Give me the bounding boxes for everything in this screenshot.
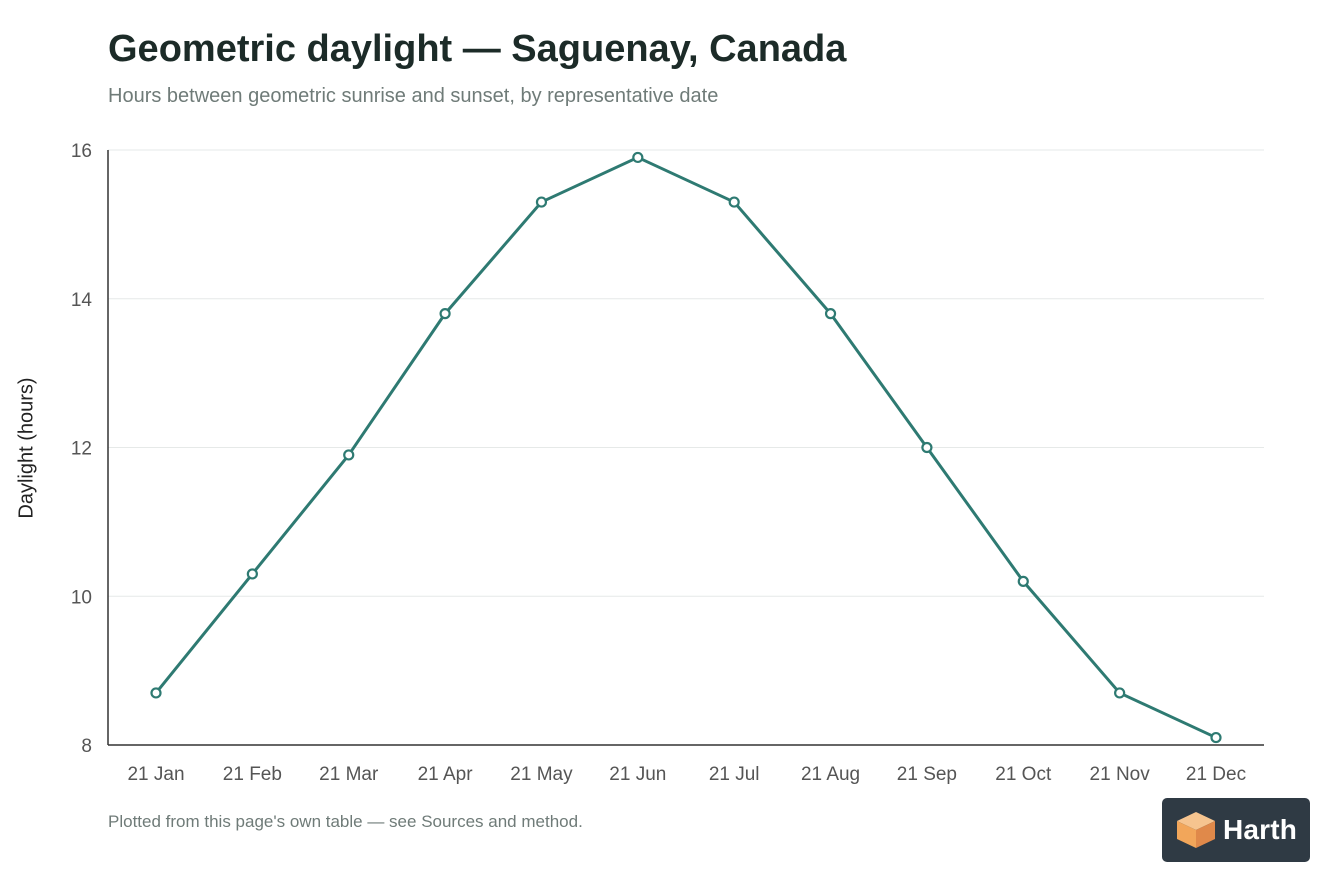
y-tick-label: 16 xyxy=(71,141,92,162)
y-tick-labels: 8 10 12 14 16 xyxy=(71,141,93,757)
logo-text: Harth xyxy=(1222,814,1298,845)
data-point xyxy=(246,568,258,580)
data-point xyxy=(1017,575,1029,587)
x-tick-label: 21 Feb xyxy=(223,764,282,785)
chart-subtitle: Hours between geometric sunrise and suns… xyxy=(108,85,719,107)
x-tick-label: 21 Jun xyxy=(609,764,666,785)
data-point xyxy=(824,308,837,320)
x-tick-label: 21 Jul xyxy=(709,764,760,785)
y-tick-label: 10 xyxy=(71,587,92,608)
x-tick-labels: 21 Jan 21 Feb 21 Mar 21 Apr 21 May 21 Jun 21 J… xyxy=(127,764,1246,785)
series-layer xyxy=(150,151,1222,744)
x-tick-label: 21 Mar xyxy=(319,764,379,785)
harth-logo[interactable]: Harth xyxy=(1162,798,1310,862)
data-point xyxy=(632,151,644,164)
data-point xyxy=(343,449,355,461)
x-tick-label: 21 Sep xyxy=(897,764,957,785)
x-tick-label: 21 Jan xyxy=(127,764,184,785)
x-tick-label: 21 Aug xyxy=(801,764,860,785)
x-tick-label: 21 Nov xyxy=(1090,764,1151,785)
data-point xyxy=(728,196,740,208)
data-point xyxy=(150,687,162,699)
x-tick-label: 21 May xyxy=(510,764,573,785)
chart-title: Geometric daylight — Saguenay, Canada xyxy=(108,28,847,70)
data-point xyxy=(921,441,933,454)
data-point xyxy=(439,308,451,320)
y-tick-label: 12 xyxy=(71,439,92,460)
series-line xyxy=(154,155,1217,739)
data-point xyxy=(1210,731,1222,744)
y-tick-label: 14 xyxy=(71,290,93,311)
footnote: Plotted from this page's own table — see… xyxy=(108,812,583,831)
x-tick-label: 21 Oct xyxy=(995,764,1052,785)
x-tick-label: 21 Dec xyxy=(1186,764,1246,785)
axes xyxy=(107,150,1264,746)
data-point xyxy=(535,196,548,208)
x-tick-label: 21 Apr xyxy=(418,764,474,785)
data-point xyxy=(1114,687,1126,699)
cube-logo-icon xyxy=(1176,812,1215,848)
y-tick-label: 8 xyxy=(81,736,92,757)
grid-lines xyxy=(108,149,1264,597)
